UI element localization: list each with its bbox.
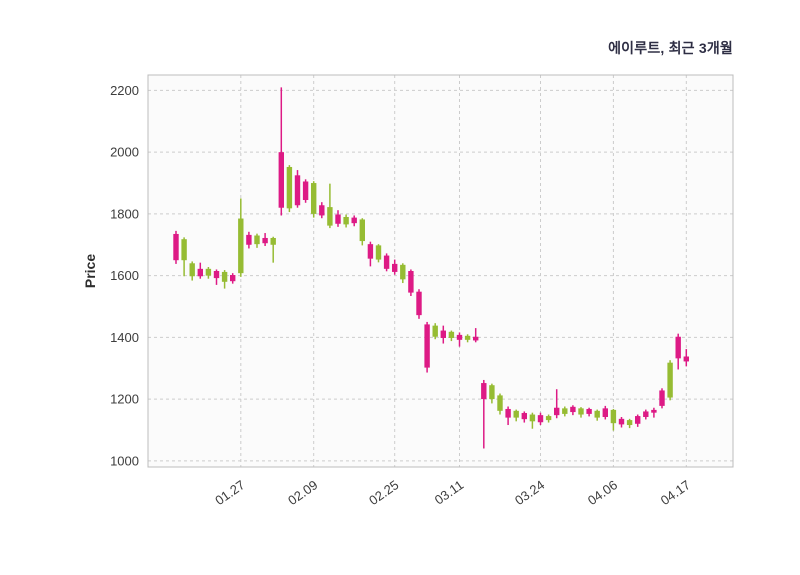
candle-body-down [375, 245, 382, 260]
y-tick-label: 2200 [110, 83, 139, 98]
candle-body-up [278, 152, 284, 208]
candle-body-up [351, 217, 357, 224]
candle-body-down [667, 362, 673, 398]
x-tick-label: 01.27 [212, 477, 247, 508]
candle-body-down [497, 395, 503, 411]
candle-body-down [562, 408, 568, 414]
candle-body-down [432, 325, 438, 337]
plot-border [147, 74, 734, 468]
x-tick-label: 03.11 [432, 477, 466, 507]
candle-body-down [513, 410, 519, 418]
candle-body-up [659, 390, 665, 406]
candle-body-up [675, 336, 681, 359]
candle-body-down [189, 263, 195, 277]
candle-body-down [400, 264, 406, 280]
candle-body-up [294, 175, 301, 206]
candle-body-up [230, 275, 236, 282]
candle-body-up [440, 330, 446, 338]
candle-body-up [570, 406, 576, 413]
candle-body-up [473, 336, 479, 341]
x-tick-label: 04.17 [658, 477, 693, 508]
candle-body-down [529, 414, 536, 422]
candle-body-up [424, 324, 430, 368]
candle-body-up [602, 408, 608, 417]
candle-body-up [505, 408, 511, 418]
candle-body-up [408, 271, 414, 293]
candle-body-down [270, 237, 276, 245]
candle-body-down [254, 235, 260, 245]
candle-body-up [521, 412, 527, 420]
candle-body-down [545, 416, 552, 421]
candle-body-down [626, 420, 633, 426]
candle-body-up [173, 233, 179, 261]
y-tick-label: 1600 [110, 268, 139, 283]
candle-body-up [262, 237, 268, 244]
chart-title: 에이루트, 최근 3개월 [608, 40, 733, 56]
candle-body-down [343, 216, 349, 225]
y-tick-label: 1400 [110, 330, 139, 345]
candle-body-up [213, 271, 220, 279]
candle-body-down [610, 409, 617, 424]
candle-body-up [683, 356, 689, 362]
y-tick-label: 1800 [110, 206, 139, 221]
candle-body-up [618, 418, 625, 425]
candle-body-down [205, 268, 212, 276]
candle-body-down [489, 385, 495, 400]
candle-body-down [359, 219, 365, 242]
candle-body-up [416, 291, 422, 316]
candle-body-up [643, 411, 649, 417]
candle-body-down [448, 331, 455, 338]
plot-area [148, 75, 733, 467]
candle-body-up [481, 383, 487, 400]
x-tick-label: 04.06 [585, 477, 620, 508]
candle-body-down [327, 207, 333, 226]
x-tick-label: 02.25 [366, 477, 401, 508]
y-tick-label: 1200 [110, 392, 139, 407]
candle-body-up [367, 244, 374, 259]
candle-body-up [246, 234, 252, 245]
candle-body-down [238, 218, 244, 274]
candle-body-down [578, 408, 584, 415]
candle-body-up [335, 214, 341, 224]
y-tick-label: 1000 [110, 453, 139, 468]
y-tick-label: 2000 [110, 145, 139, 160]
candle-body-up [651, 409, 657, 413]
candle-body-up [197, 268, 203, 277]
candle-body-down [464, 335, 471, 340]
candle-body-up [392, 263, 398, 272]
candle-body-down [286, 166, 293, 209]
candle-body-up [586, 408, 592, 414]
candle-body-up [554, 407, 560, 416]
candle-body-down [311, 183, 317, 214]
candle-body-up [319, 205, 325, 216]
candle-body-down [594, 410, 600, 418]
x-tick-label: 02.09 [285, 477, 320, 508]
candle-body-down [181, 239, 187, 261]
candle-body-up [456, 334, 463, 340]
x-tick-label: 03.24 [512, 477, 547, 508]
candle-body-up [383, 255, 390, 269]
candle-body-up [537, 415, 544, 423]
candle-body-down [221, 271, 228, 282]
candle-body-up [635, 416, 641, 424]
candle-body-up [302, 181, 309, 201]
